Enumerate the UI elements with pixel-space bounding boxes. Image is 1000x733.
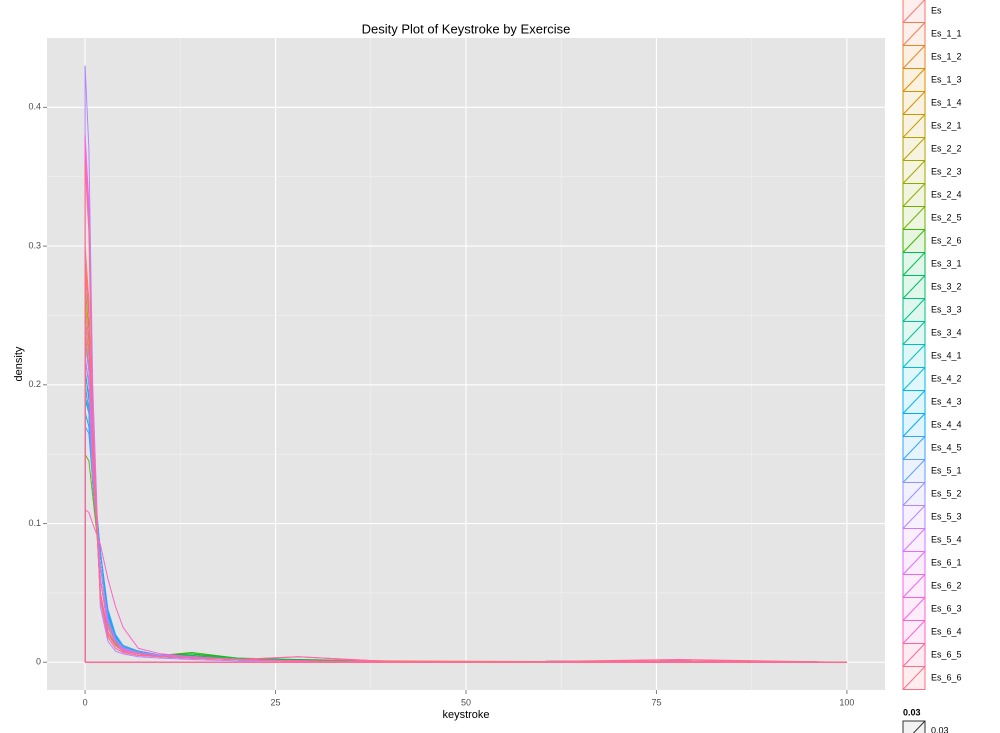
legend-key-diagonal	[902, 482, 926, 506]
legend-key-diagonal	[902, 298, 926, 322]
axes: 0 25 50 75 100 0 0.1 0.2 0.3 0.4	[28, 102, 854, 708]
legend-title: 0.03	[903, 707, 921, 717]
legend-label: Es_3_4	[931, 327, 962, 337]
x-tick-label: 25	[271, 697, 281, 707]
legend-label: Es_5_1	[931, 465, 962, 475]
legend-label: Es_6_1	[931, 557, 962, 567]
x-tick-label: 75	[651, 697, 661, 707]
x-tick-label: 0	[83, 697, 88, 707]
legend-label: Es_6_2	[931, 580, 962, 590]
legend-label: Es_1_4	[931, 97, 962, 107]
legend-label: Es_4_1	[931, 350, 962, 360]
legend-key-diagonal	[902, 206, 926, 230]
legend-label: Es_6_3	[931, 603, 962, 613]
legend-key-diagonal	[902, 643, 926, 667]
legend-key-diagonal	[902, 666, 926, 690]
legend-key-diagonal	[902, 413, 926, 437]
legend-key-diagonal	[902, 344, 926, 368]
legend-key	[902, 720, 926, 733]
legend-key-diagonal	[902, 321, 926, 345]
legend-key-diagonal	[902, 137, 926, 161]
legend-key-diagonal	[902, 114, 926, 138]
legend-label: Es	[931, 5, 942, 15]
legend-label: Es_2_5	[931, 212, 962, 222]
legend-label: Es_3_1	[931, 258, 962, 268]
legend-label: Es_5_2	[931, 488, 962, 498]
legend-key-diagonal	[902, 620, 926, 644]
legend-key-diagonal	[902, 22, 926, 46]
legend-key-diagonal	[902, 597, 926, 621]
x-tick-label: 50	[461, 697, 471, 707]
legend-key-diagonal	[902, 505, 926, 529]
lines	[84, 65, 847, 663]
chart-title: Desity Plot of Keystroke by Exercise	[362, 21, 571, 36]
legend-label: Es_6_6	[931, 672, 962, 682]
density-line	[84, 162, 847, 663]
y-tick-label: 0.4	[28, 102, 41, 112]
legend-label: Es_3_2	[931, 281, 962, 291]
legend-key-diagonal	[902, 390, 926, 414]
legend-key-diagonal	[902, 160, 926, 184]
legend-label: Es_4_2	[931, 373, 962, 383]
legend-key-diagonal	[902, 91, 926, 115]
legend-label: Es_4_5	[931, 442, 962, 452]
legend-label: Es_2_2	[931, 143, 962, 153]
legend-key-diagonal	[902, 551, 926, 575]
legend-label: Es_6_5	[931, 649, 962, 659]
legend-label: Es_2_3	[931, 166, 962, 176]
legend-key-diagonal	[902, 68, 926, 92]
legend-key-diagonal	[902, 45, 926, 69]
legend-label: Es_2_4	[931, 189, 962, 199]
legend-label: Es_4_4	[931, 419, 962, 429]
legend-label: Es_1_2	[931, 51, 962, 61]
legend-label: Es_1_1	[931, 28, 962, 38]
y-axis-label: density	[13, 346, 25, 381]
y-tick-label: 0.2	[28, 379, 41, 389]
legend-key-diagonal	[902, 229, 926, 253]
y-tick-label: 0.3	[28, 240, 41, 250]
legend-key-diagonal	[902, 367, 926, 391]
legend: Es Es_1_1 Es_1_2 Es_1_3 Es_1_4 Es_2_1 Es_2_2 Es…	[902, 0, 962, 733]
legend-label: Es_5_3	[931, 511, 962, 521]
legend-label: Es_4_3	[931, 396, 962, 406]
legend-label: 0.03	[931, 725, 949, 733]
y-tick-label: 0.1	[28, 518, 41, 528]
legend-label: Es_6_4	[931, 626, 962, 636]
legend-key-diagonal	[902, 436, 926, 460]
legend-key-diagonal	[902, 574, 926, 598]
legend-key-diagonal	[902, 183, 926, 207]
legend-label: Es_2_1	[931, 120, 962, 130]
y-tick-label: 0	[36, 657, 41, 667]
legend-key-diagonal	[902, 459, 926, 483]
legend-label: Es_1_3	[931, 74, 962, 84]
x-tick-label: 100	[839, 697, 854, 707]
legend-label: Es_2_6	[931, 235, 962, 245]
legend-label: Es_5_4	[931, 534, 962, 544]
legend-key-diagonal	[902, 528, 926, 552]
legend-key-diagonal	[902, 0, 926, 23]
x-axis-label: keystroke	[442, 709, 489, 721]
legend-label: Es_3_3	[931, 304, 962, 314]
legend-key-diagonal	[902, 275, 926, 299]
legend-key-diagonal	[902, 252, 926, 276]
